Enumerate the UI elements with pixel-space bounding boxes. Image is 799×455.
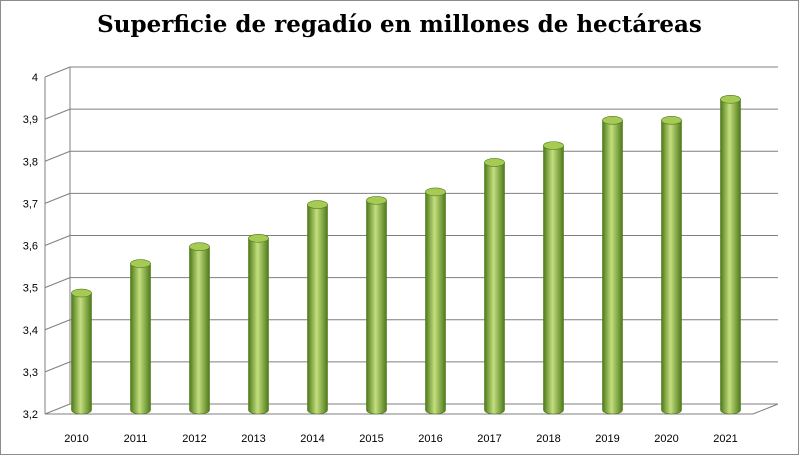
- bar: [720, 98, 741, 415]
- x-tick-label: 2011: [124, 433, 148, 445]
- bar: [484, 162, 505, 415]
- x-tick-label: 2017: [477, 433, 501, 445]
- gridline-depth: [44, 361, 71, 373]
- y-tick-label: 3,7: [23, 198, 38, 210]
- bar-top: [307, 200, 328, 209]
- bar-top: [71, 288, 92, 298]
- x-tick-label: 2019: [595, 433, 619, 445]
- bar-top: [425, 187, 446, 197]
- bar-top: [248, 233, 269, 243]
- gridline-depth: [44, 108, 71, 120]
- x-tick-label: 2018: [536, 433, 560, 445]
- gridline-depth: [44, 277, 71, 289]
- gridline-depth: [44, 319, 71, 331]
- bar: [130, 263, 151, 415]
- gridline-depth: [44, 66, 71, 78]
- bar-top: [130, 259, 151, 268]
- x-tick-label: 2016: [418, 433, 442, 445]
- y-tick-label: 3,3: [23, 367, 38, 379]
- gridline-depth: [44, 192, 71, 204]
- bar: [425, 191, 446, 415]
- bar: [248, 237, 269, 415]
- x-tick-label: 2021: [713, 433, 737, 445]
- bar: [71, 292, 92, 415]
- bar-top: [366, 196, 387, 205]
- x-tick-label: 2014: [300, 433, 324, 445]
- bar-top: [543, 141, 564, 150]
- bar: [307, 204, 328, 415]
- bar: [189, 246, 210, 415]
- gridline-depth: [44, 403, 71, 415]
- bar: [661, 120, 682, 415]
- y-tick-label: 3,4: [23, 325, 38, 337]
- x-tick-label: 2013: [241, 433, 265, 445]
- y-tick-label: 4: [32, 72, 38, 84]
- bar-top: [602, 116, 623, 125]
- x-tick-label: 2010: [64, 433, 88, 445]
- y-tick-label: 3,2: [23, 409, 38, 421]
- bar-top: [720, 94, 741, 104]
- x-tick-label: 2012: [182, 433, 206, 445]
- bar-top: [661, 116, 682, 125]
- bar: [543, 145, 564, 415]
- bar: [602, 120, 623, 415]
- bar: [366, 200, 387, 415]
- gridline-depth: [44, 235, 71, 246]
- x-tick-label: 2015: [359, 433, 383, 445]
- y-tick-label: 3,6: [23, 241, 38, 253]
- chart-title: Superficie de regadío en millones de hec…: [97, 11, 702, 38]
- y-tick-label: 3,5: [23, 283, 38, 295]
- floor-depth: [752, 403, 779, 415]
- y-tick-label: 3,8: [23, 156, 38, 168]
- bar-top: [484, 158, 505, 167]
- x-tick-label: 2020: [654, 433, 678, 445]
- gridline-depth: [44, 150, 71, 162]
- bar-top: [189, 242, 210, 252]
- y-tick-label: 3,9: [23, 114, 38, 126]
